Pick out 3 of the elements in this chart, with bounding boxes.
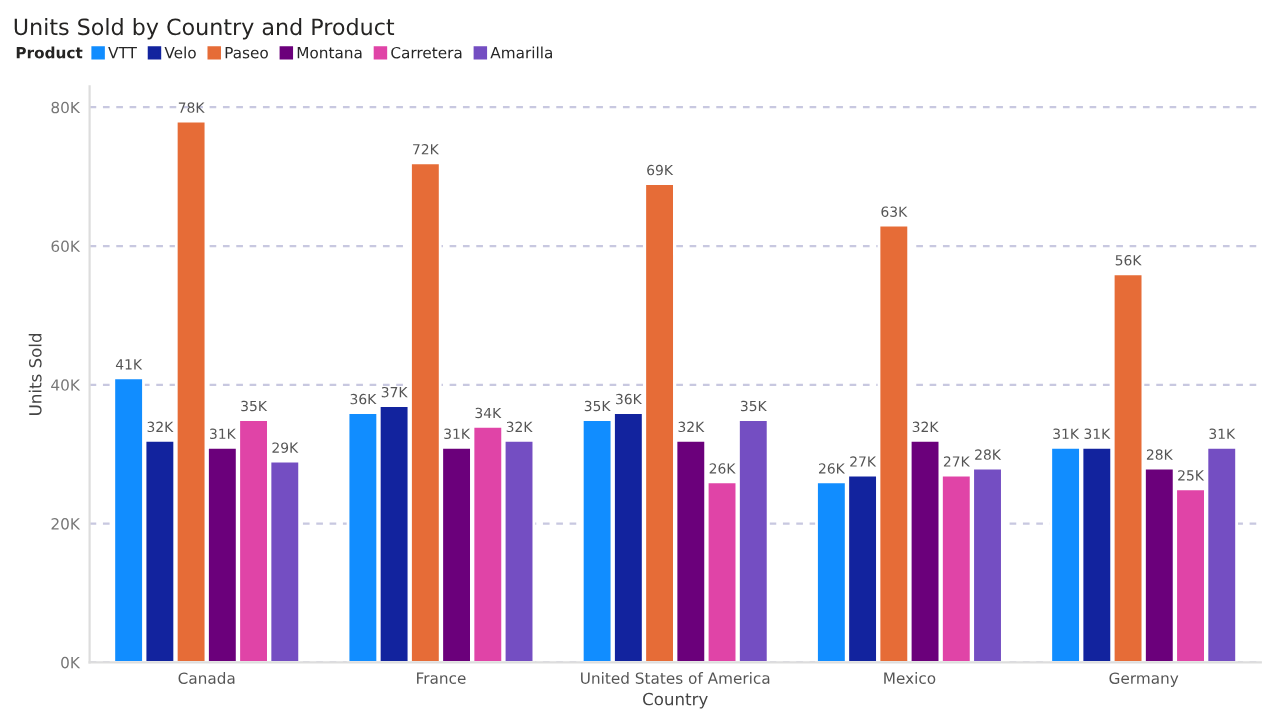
y-axis-title: Units Sold <box>28 333 42 415</box>
chart-title: Units Sold by Country and Product <box>14 18 395 40</box>
x-axis-title: Country <box>643 692 708 709</box>
